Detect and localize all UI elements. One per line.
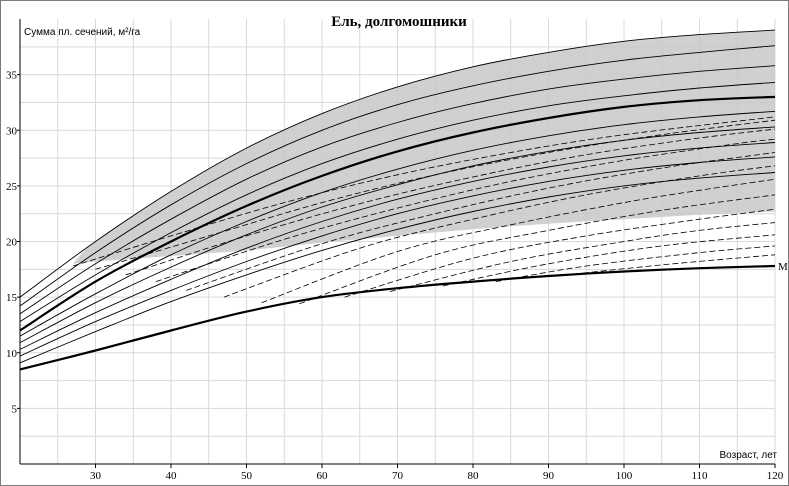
dashed-line bbox=[442, 234, 776, 287]
x-tick-label: 60 bbox=[317, 470, 329, 482]
series-line bbox=[19, 126, 776, 344]
bold-series-line bbox=[19, 95, 776, 332]
dashed-line bbox=[299, 194, 776, 305]
series-line-М bbox=[19, 264, 776, 371]
series-line bbox=[19, 142, 776, 350]
dashed-line bbox=[185, 152, 776, 291]
y-tick-label: 25 bbox=[6, 181, 18, 193]
dashed-line bbox=[495, 245, 776, 282]
dashed-line bbox=[344, 208, 776, 298]
series-line bbox=[19, 81, 776, 322]
y-axis-title: Сумма пл. сечений, м²/га bbox=[24, 27, 141, 38]
dashed-line bbox=[261, 178, 776, 304]
x-tick-label: 30 bbox=[90, 470, 102, 482]
chart-title: Ель, долгомошники bbox=[331, 14, 467, 30]
y-tick-label: 35 bbox=[6, 70, 18, 82]
dashed-line bbox=[155, 138, 776, 282]
dashed-line bbox=[555, 254, 776, 277]
x-tick-label: 40 bbox=[166, 470, 178, 482]
dashed-line bbox=[72, 116, 776, 267]
dashed-line bbox=[95, 119, 776, 270]
dashed-line bbox=[223, 165, 776, 298]
series-line bbox=[19, 65, 776, 315]
x-axis-title: Возраст, лет bbox=[720, 450, 778, 461]
y-tick-label: 5 bbox=[12, 403, 18, 415]
x-tick-label: 50 bbox=[241, 470, 253, 482]
series-line bbox=[19, 156, 776, 357]
x-tick-label: 110 bbox=[691, 470, 708, 482]
series-line bbox=[19, 45, 776, 307]
series-line bbox=[19, 172, 776, 364]
y-tick-label: 30 bbox=[6, 125, 18, 137]
x-tick-label: 70 bbox=[392, 470, 404, 482]
plot-area: 30 40 50 60 70 80 90 100 110 120 5 10 15 20 25 30 35 М bbox=[6, 19, 788, 482]
series-line bbox=[19, 29, 776, 298]
y-tick-label: 15 bbox=[6, 292, 18, 304]
y-tick-label: 20 bbox=[6, 237, 18, 249]
dashed-line bbox=[389, 222, 776, 292]
x-tick-label: 80 bbox=[468, 470, 480, 482]
series-label-m: М bbox=[778, 261, 788, 273]
x-tick-label: 100 bbox=[616, 470, 633, 482]
x-tick-label: 120 bbox=[767, 470, 784, 482]
dashed-line bbox=[125, 128, 776, 276]
y-tick-label: 10 bbox=[6, 348, 18, 360]
x-tick-label: 90 bbox=[543, 470, 555, 482]
